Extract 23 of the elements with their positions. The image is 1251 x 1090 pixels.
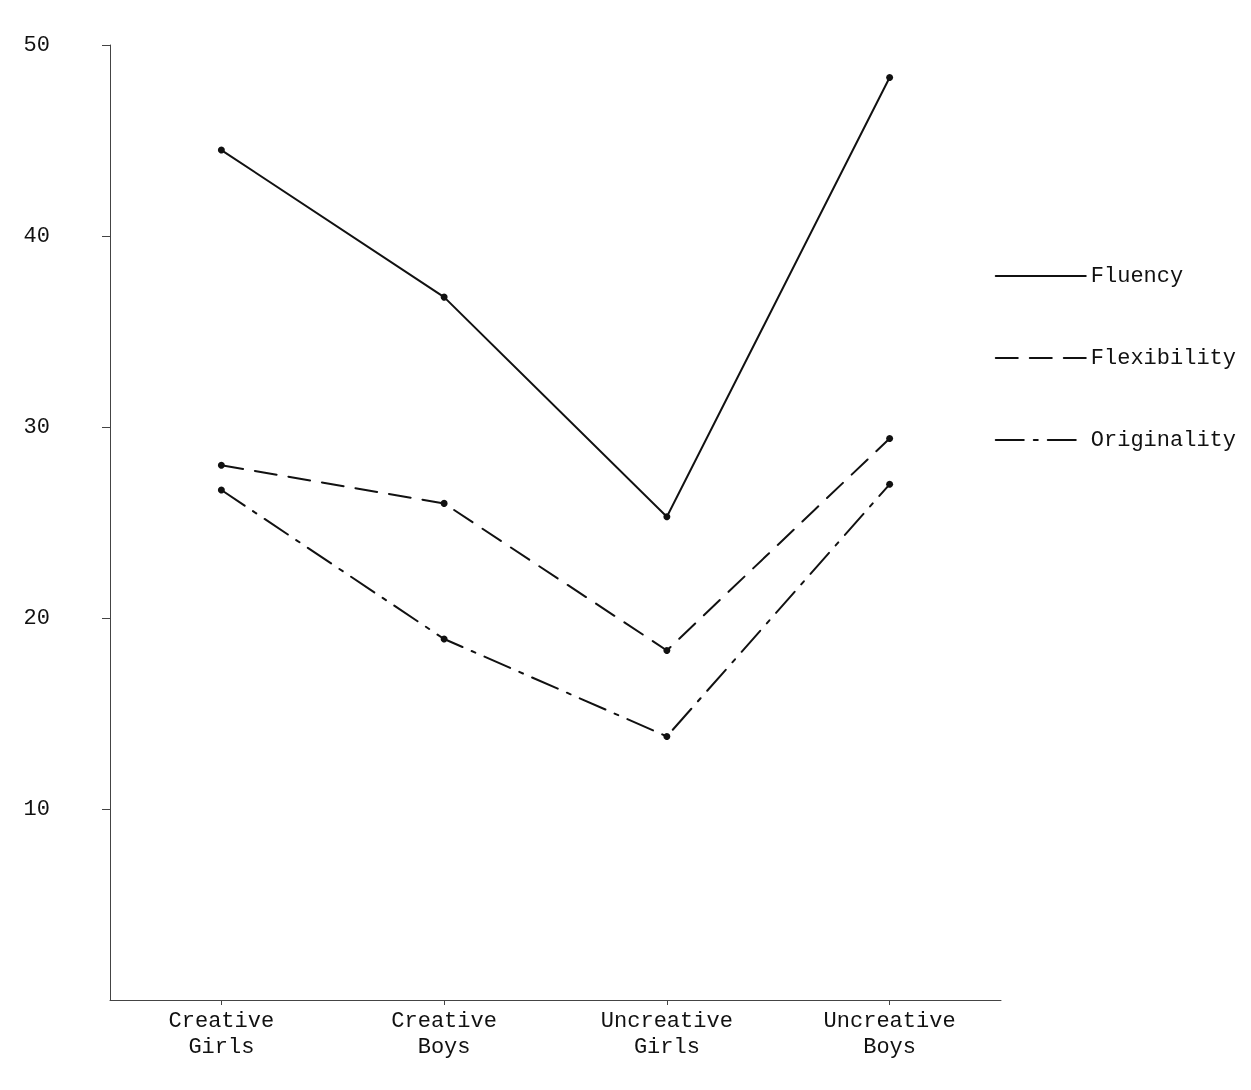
- x-tick-label: Creative Boys: [391, 1008, 497, 1060]
- y-tick-label: 50: [23, 32, 50, 58]
- point: [217, 461, 225, 469]
- y-tick-label: 20: [23, 605, 50, 631]
- x-tick-label: Uncreative Boys: [823, 1008, 956, 1060]
- legend-label: Fluency: [1090, 263, 1184, 289]
- point: [663, 646, 671, 654]
- x-tick-label: Creative Girls: [168, 1008, 275, 1060]
- point: [217, 486, 225, 494]
- y-tick-label: 40: [23, 223, 50, 249]
- point: [217, 146, 225, 154]
- point: [886, 480, 894, 488]
- point: [886, 73, 894, 81]
- y-tick-label: 30: [23, 414, 50, 440]
- point: [440, 499, 448, 507]
- legend-label: Flexibility: [1090, 345, 1237, 371]
- point: [886, 434, 894, 442]
- legend-label: Originality: [1090, 427, 1237, 453]
- point: [663, 513, 671, 521]
- x-tick-label: Uncreative Girls: [600, 1008, 733, 1060]
- point: [440, 293, 448, 301]
- y-tick-label: 10: [23, 796, 50, 822]
- point: [663, 732, 671, 740]
